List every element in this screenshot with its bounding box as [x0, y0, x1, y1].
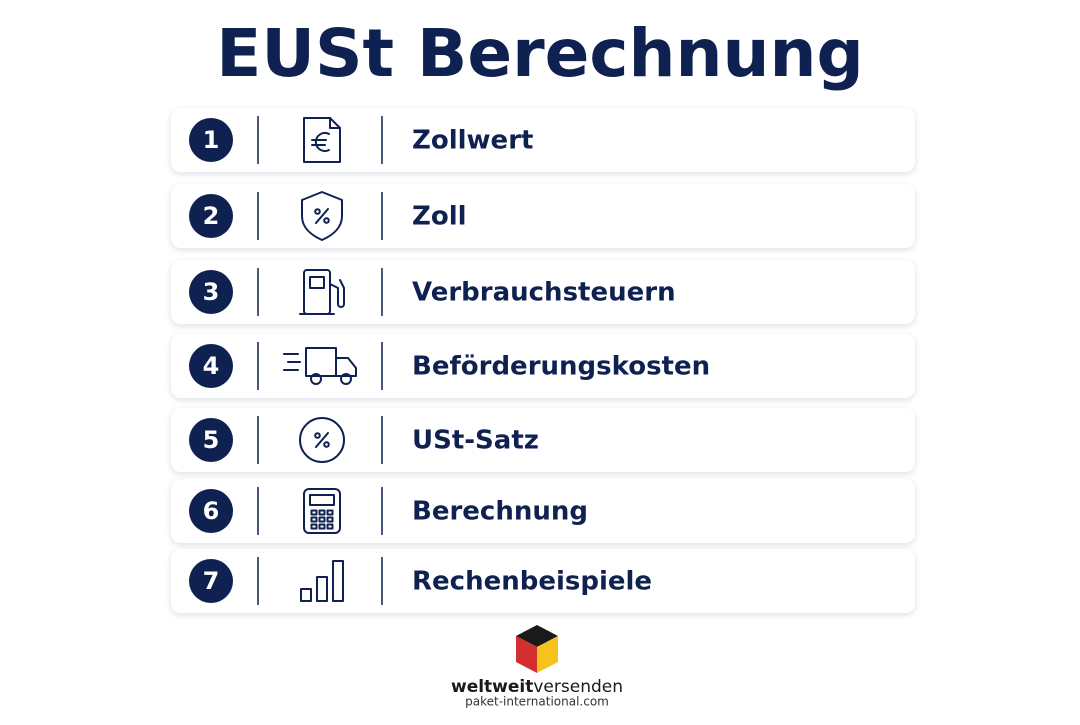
number-badge	[189, 344, 233, 388]
row-icon	[300, 560, 344, 602]
number-badge	[189, 270, 233, 314]
icon-shape	[300, 588, 312, 602]
row-label: Beförderungskosten	[412, 352, 710, 382]
row-label: USt-Satz	[412, 426, 539, 456]
logo-brand: weltweitversenden	[451, 677, 623, 697]
row-card	[171, 479, 915, 543]
icon-shape	[318, 509, 326, 516]
row-number: 4	[203, 352, 220, 380]
icon-shape	[329, 279, 345, 308]
row-label: Berechnung	[412, 497, 588, 527]
number-badge	[189, 418, 233, 462]
row-number: 1	[203, 126, 220, 154]
icon-shape	[340, 373, 352, 385]
number-badge	[189, 489, 233, 533]
icon-shape	[310, 516, 318, 523]
icon-shape	[310, 509, 318, 516]
row-icon	[299, 417, 345, 463]
icon-shape	[315, 432, 329, 448]
number-badge	[189, 118, 233, 162]
row-label: Rechenbeispiele	[412, 567, 652, 597]
icon-shape	[329, 117, 341, 129]
list-row: 7 Rechenbeispiele	[171, 549, 915, 613]
logo-brand-light: versenden	[533, 677, 623, 697]
icon-shape	[326, 523, 334, 530]
icon-shape	[314, 432, 321, 439]
row-number: 3	[203, 278, 220, 306]
icon-shape	[316, 576, 328, 602]
icon-shape	[299, 417, 345, 463]
row-card	[171, 184, 915, 248]
number-badge	[189, 194, 233, 238]
row-card	[171, 334, 915, 398]
row-icon	[283, 347, 357, 385]
icon-shape	[303, 488, 341, 534]
row-card	[171, 108, 915, 172]
icon-shape	[318, 516, 326, 523]
list-row: 2 Zoll	[171, 184, 915, 248]
row-number: 2	[203, 202, 220, 230]
row-label: Zoll	[412, 202, 467, 232]
row-icon	[299, 269, 345, 315]
row-number: 7	[203, 567, 220, 595]
icon-shape	[315, 208, 329, 224]
logo-url: paket-international.com	[465, 695, 609, 709]
row-card	[171, 549, 915, 613]
number-badge	[189, 559, 233, 603]
list-row: 6 Berechnung	[171, 479, 915, 543]
row-icon	[303, 488, 341, 534]
icon-shape	[323, 217, 330, 224]
icon-shape	[301, 191, 343, 241]
row-card	[171, 260, 915, 324]
icon-shape	[314, 208, 321, 215]
list-row: 4 Beförderungskosten	[171, 334, 915, 398]
row-label: Verbrauchsteuern	[412, 278, 676, 308]
icon-shape	[310, 523, 318, 530]
icon-shape	[332, 560, 344, 602]
icon-shape	[309, 494, 335, 506]
logo: weltweitversenden paket-international.co…	[451, 625, 623, 709]
logo-cube-right	[537, 636, 558, 673]
logo-brand-bold: weltweit	[451, 677, 533, 697]
row-number: 5	[203, 426, 220, 454]
row-icon	[301, 191, 343, 241]
logo-cube-left	[516, 636, 537, 673]
title: EUSt Berechnung	[216, 15, 863, 92]
icon-shape	[309, 276, 325, 289]
icon-shape	[314, 132, 330, 152]
icon-shape	[318, 523, 326, 530]
row-card	[171, 408, 915, 472]
icon-shape	[326, 516, 334, 523]
row-label: Zollwert	[412, 126, 533, 156]
icon-shape	[303, 117, 341, 163]
list-row: 1 Zollwert	[171, 108, 915, 172]
list: 1 Zollwert 2 Zoll 3 Verbrauchsteuern 4 Beförder…	[171, 108, 915, 613]
list-row: 3 Verbrauchsteuern	[171, 260, 915, 324]
icon-shape	[310, 373, 322, 385]
row-number: 6	[203, 497, 220, 525]
list-row: 5 USt-Satz	[171, 408, 915, 472]
icon-shape	[326, 509, 334, 516]
row-icon	[303, 117, 341, 163]
icon-shape	[323, 441, 330, 448]
